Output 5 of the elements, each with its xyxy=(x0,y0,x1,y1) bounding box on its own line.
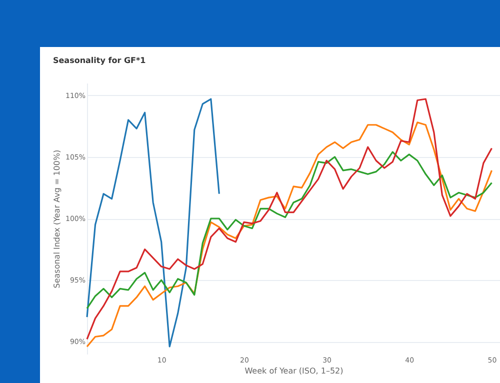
line-series xyxy=(86,151,493,310)
chart-title: Seasonality for GF*1 xyxy=(52,56,146,65)
x-axis-title: Week of Year (ISO, 1–52) xyxy=(244,366,344,376)
line-series xyxy=(86,98,220,348)
y-axis-title: Seasonal Index (Year Avg = 100%) xyxy=(52,150,62,288)
